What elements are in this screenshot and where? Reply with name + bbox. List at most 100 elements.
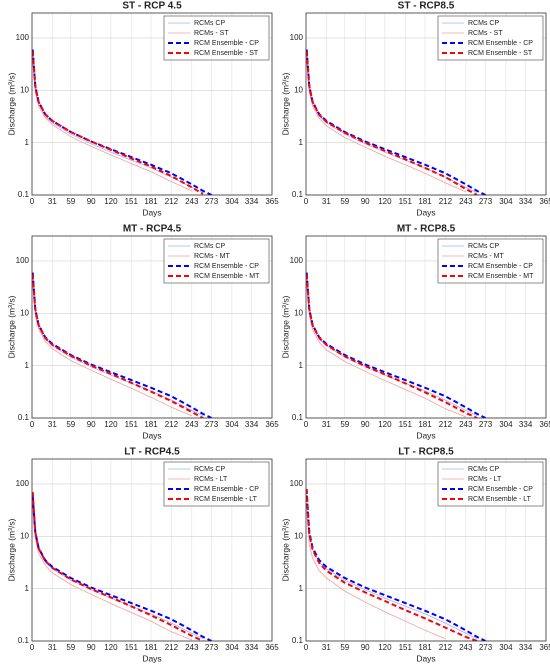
x-tick-label: 59 <box>66 420 75 429</box>
subplot: 0 31 59 90 120 151 181 212 243 273 304 334 365 0.1 1 10… <box>280 1 550 218</box>
y-axis-label: Discharge (m³/s) <box>280 295 290 358</box>
x-tick-label: 304 <box>499 643 513 652</box>
y-tick-label: 0.1 <box>292 413 304 422</box>
lines <box>32 272 212 418</box>
x-tick-label: 59 <box>66 643 75 652</box>
x-axis-label: Days <box>142 430 161 440</box>
y-tick-label: 0.1 <box>18 190 30 199</box>
y-tick-label: 0.1 <box>292 636 304 645</box>
legend-label: RCMs CP <box>194 466 225 473</box>
lines <box>306 49 486 195</box>
x-tick-label: 212 <box>165 643 179 652</box>
x-tick-label: 181 <box>144 643 158 652</box>
x-tick-label: 120 <box>104 420 118 429</box>
y-tick-label: 10 <box>294 85 303 94</box>
x-tick-label: 273 <box>205 197 219 206</box>
x-tick-label: 181 <box>418 420 432 429</box>
x-tick-label: 212 <box>439 197 453 206</box>
x-tick-label: 90 <box>361 643 370 652</box>
x-tick-label: 212 <box>439 643 453 652</box>
x-tick-label: 31 <box>322 643 331 652</box>
x-tick-label: 273 <box>205 420 219 429</box>
x-tick-label: 243 <box>459 197 473 206</box>
y-axis-label: Discharge (m³/s) <box>280 72 290 135</box>
x-tick-label: 365 <box>265 420 279 429</box>
y-tick-label: 10 <box>20 308 29 317</box>
series-line <box>306 272 486 418</box>
x-tick-label: 243 <box>459 643 473 652</box>
legend-label: RCM Ensemble - CP <box>194 40 259 47</box>
x-tick-label: 181 <box>418 197 432 206</box>
series-line <box>306 49 486 195</box>
x-tick-label: 0 <box>304 643 309 652</box>
y-axis-label: Discharge (m³/s) <box>6 295 16 358</box>
x-tick-label: 334 <box>519 197 533 206</box>
x-tick-label: 243 <box>459 420 473 429</box>
axes-frame <box>31 235 273 419</box>
x-tick-label: 90 <box>87 420 96 429</box>
axes-frame <box>31 12 273 196</box>
x-tick-label: 365 <box>539 420 550 429</box>
x-tick-label: 273 <box>479 420 493 429</box>
series-line <box>306 511 446 640</box>
x-tick-label: 120 <box>378 197 392 206</box>
y-tick-label: 100 <box>290 256 304 265</box>
x-tick-label: 120 <box>378 420 392 429</box>
x-tick-label: 243 <box>185 420 199 429</box>
x-axis-label: Days <box>416 653 435 663</box>
x-tick-label: 31 <box>322 420 331 429</box>
series-line <box>306 62 466 193</box>
x-tick-label: 31 <box>322 197 331 206</box>
lines <box>32 49 212 195</box>
x-tick-label: 151 <box>399 643 413 652</box>
y-tick-label: 1 <box>25 361 30 370</box>
x-tick-label: 273 <box>479 643 493 652</box>
x-tick-label: 0 <box>30 643 35 652</box>
x-tick-label: 120 <box>104 197 118 206</box>
series-line <box>306 286 466 418</box>
y-tick-label: 1 <box>25 138 30 147</box>
x-tick-label: 181 <box>144 197 158 206</box>
y-tick-label: 100 <box>16 256 30 265</box>
x-tick-label: 334 <box>245 420 259 429</box>
y-tick-label: 100 <box>16 479 30 488</box>
series-line <box>32 61 192 192</box>
x-tick-label: 0 <box>304 197 309 206</box>
y-tick-label: 100 <box>16 33 30 42</box>
y-tick-label: 100 <box>290 33 304 42</box>
legend-label: RCM Ensemble - CP <box>468 263 533 270</box>
x-tick-label: 334 <box>245 643 259 652</box>
series-line <box>306 504 478 640</box>
legend-label: RCMs - LT <box>194 476 228 483</box>
x-tick-label: 120 <box>104 643 118 652</box>
legend-label: RCM Ensemble - ST <box>194 50 259 57</box>
x-tick-label: 0 <box>30 197 35 206</box>
legend-label: RCMs CP <box>194 20 225 27</box>
chart-title: ST - RCP8.5 <box>398 1 455 12</box>
x-axis-label: Days <box>142 207 161 217</box>
x-tick-label: 273 <box>479 197 493 206</box>
x-tick-label: 212 <box>439 420 453 429</box>
x-tick-label: 151 <box>125 643 139 652</box>
legend-label: RCMs - ST <box>468 30 503 37</box>
y-tick-label: 0.1 <box>18 413 30 422</box>
x-tick-label: 90 <box>87 643 96 652</box>
axes-frame <box>305 235 547 419</box>
subplot: 0 31 59 90 120 151 181 212 243 273 304 334 365 0.1 1 10… <box>6 447 279 664</box>
x-tick-label: 334 <box>519 643 533 652</box>
chart-title: LT - RCP4.5 <box>124 447 180 458</box>
legend-label: RCM Ensemble - MT <box>194 273 260 280</box>
x-tick-label: 181 <box>418 643 432 652</box>
x-tick-label: 151 <box>399 197 413 206</box>
x-tick-label: 365 <box>539 643 550 652</box>
y-tick-label: 1 <box>299 584 304 593</box>
y-tick-label: 0.1 <box>292 190 304 199</box>
x-tick-label: 304 <box>225 197 239 206</box>
series-line <box>32 285 192 417</box>
x-tick-label: 304 <box>225 420 239 429</box>
x-axis-label: Days <box>416 430 435 440</box>
x-tick-label: 0 <box>30 420 35 429</box>
lines <box>306 488 486 641</box>
series-line <box>306 51 478 195</box>
